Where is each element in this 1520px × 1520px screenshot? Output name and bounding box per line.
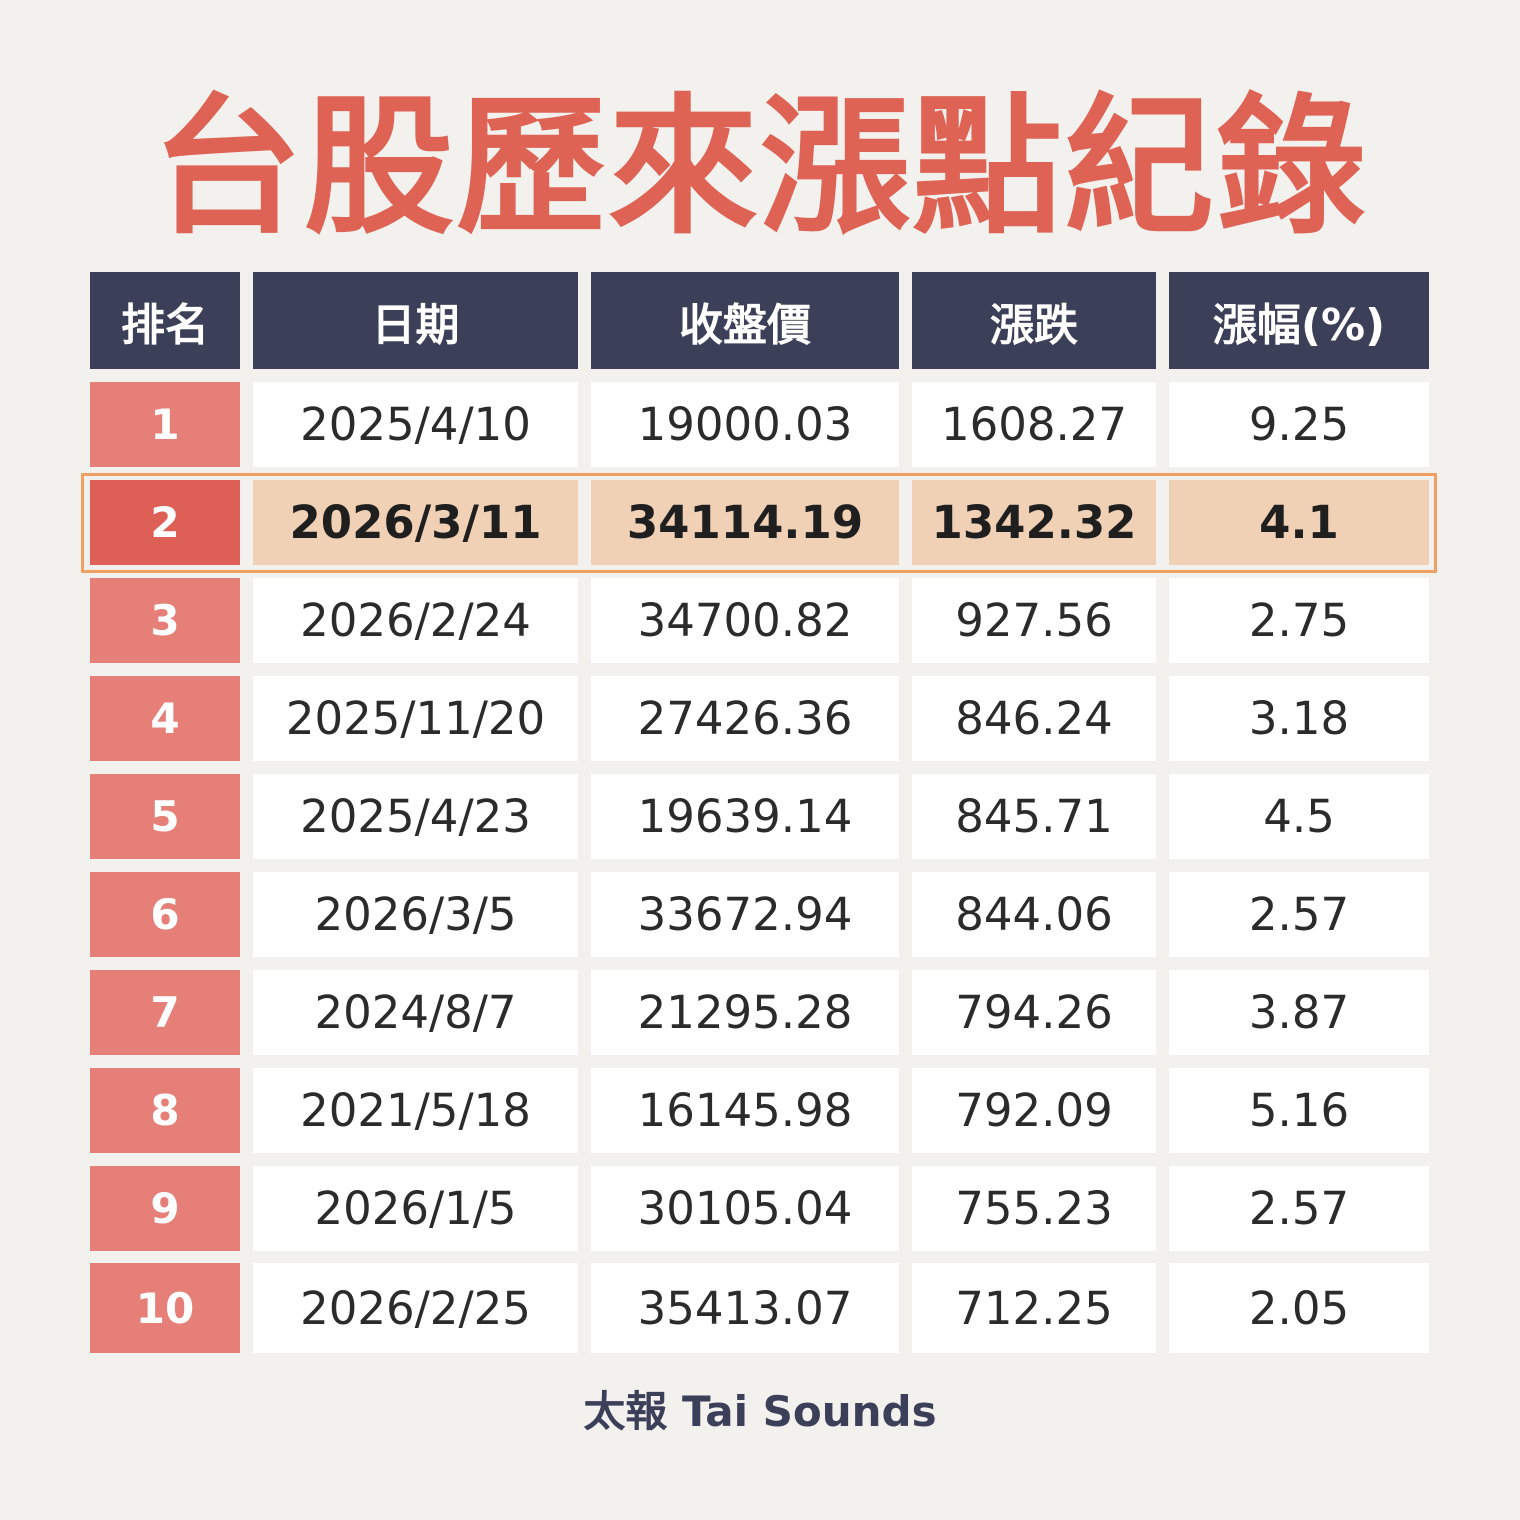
rank-cell: 1 — [90, 382, 240, 467]
rank-cell: 5 — [90, 774, 240, 859]
date-cell: 2026/1/5 — [253, 1166, 578, 1251]
change-cell: 755.23 — [912, 1166, 1156, 1251]
close-cell: 33672.94 — [591, 872, 899, 957]
percent-cell: 2.75 — [1169, 578, 1429, 663]
date-cell: 2024/8/7 — [253, 970, 578, 1055]
change-cell: 844.06 — [912, 872, 1156, 957]
date-cell: 2025/11/20 — [253, 676, 578, 761]
rank-cell: 8 — [90, 1068, 240, 1153]
page-title: 台股歷來漲點紀錄 — [151, 81, 1368, 255]
percent-cell: 3.87 — [1169, 970, 1429, 1055]
date-cell: 2025/4/23 — [253, 774, 578, 859]
close-cell: 21295.28 — [591, 970, 899, 1055]
close-cell: 16145.98 — [591, 1068, 899, 1153]
date-cell: 2026/3/5 — [253, 872, 578, 957]
percent-cell-highlighted: 4.1 — [1169, 480, 1429, 565]
change-cell: 846.24 — [912, 676, 1156, 761]
date-cell: 2021/5/18 — [253, 1068, 578, 1153]
percent-cell: 9.25 — [1169, 382, 1429, 467]
rank-cell: 10 — [90, 1263, 240, 1353]
header-change: 漲跌 — [912, 272, 1156, 369]
change-cell: 1608.27 — [912, 382, 1156, 467]
change-cell: 794.26 — [912, 970, 1156, 1055]
rank-cell: 6 — [90, 872, 240, 957]
header-rank: 排名 — [90, 272, 240, 369]
rank-cell: 7 — [90, 970, 240, 1055]
date-cell: 2026/2/24 — [253, 578, 578, 663]
close-cell: 19000.03 — [591, 382, 899, 467]
header-close: 收盤價 — [591, 272, 899, 369]
date-cell: 2025/4/10 — [253, 382, 578, 467]
footer-brand: 太報 Tai Sounds — [583, 1387, 937, 1436]
close-cell: 30105.04 — [591, 1166, 899, 1251]
percent-cell: 5.16 — [1169, 1068, 1429, 1153]
change-cell: 927.56 — [912, 578, 1156, 663]
rank-cell: 4 — [90, 676, 240, 761]
change-cell: 712.25 — [912, 1263, 1156, 1353]
percent-cell: 3.18 — [1169, 676, 1429, 761]
percent-cell: 2.57 — [1169, 1166, 1429, 1251]
percent-cell: 2.05 — [1169, 1263, 1429, 1353]
date-cell-highlighted: 2026/3/11 — [253, 480, 578, 565]
rank-cell: 9 — [90, 1166, 240, 1251]
change-cell: 845.71 — [912, 774, 1156, 859]
rank-cell: 3 — [90, 578, 240, 663]
percent-cell: 4.5 — [1169, 774, 1429, 859]
close-cell: 35413.07 — [591, 1263, 899, 1353]
change-cell: 792.09 — [912, 1068, 1156, 1153]
percent-cell: 2.57 — [1169, 872, 1429, 957]
close-cell-highlighted: 34114.19 — [591, 480, 899, 565]
header-percent: 漲幅(%) — [1169, 272, 1429, 369]
close-cell: 27426.36 — [591, 676, 899, 761]
close-cell: 19639.14 — [591, 774, 899, 859]
date-cell: 2026/2/25 — [253, 1263, 578, 1353]
rank-cell-highlighted: 2 — [90, 480, 240, 565]
header-date: 日期 — [253, 272, 578, 369]
change-cell-highlighted: 1342.32 — [912, 480, 1156, 565]
close-cell: 34700.82 — [591, 578, 899, 663]
